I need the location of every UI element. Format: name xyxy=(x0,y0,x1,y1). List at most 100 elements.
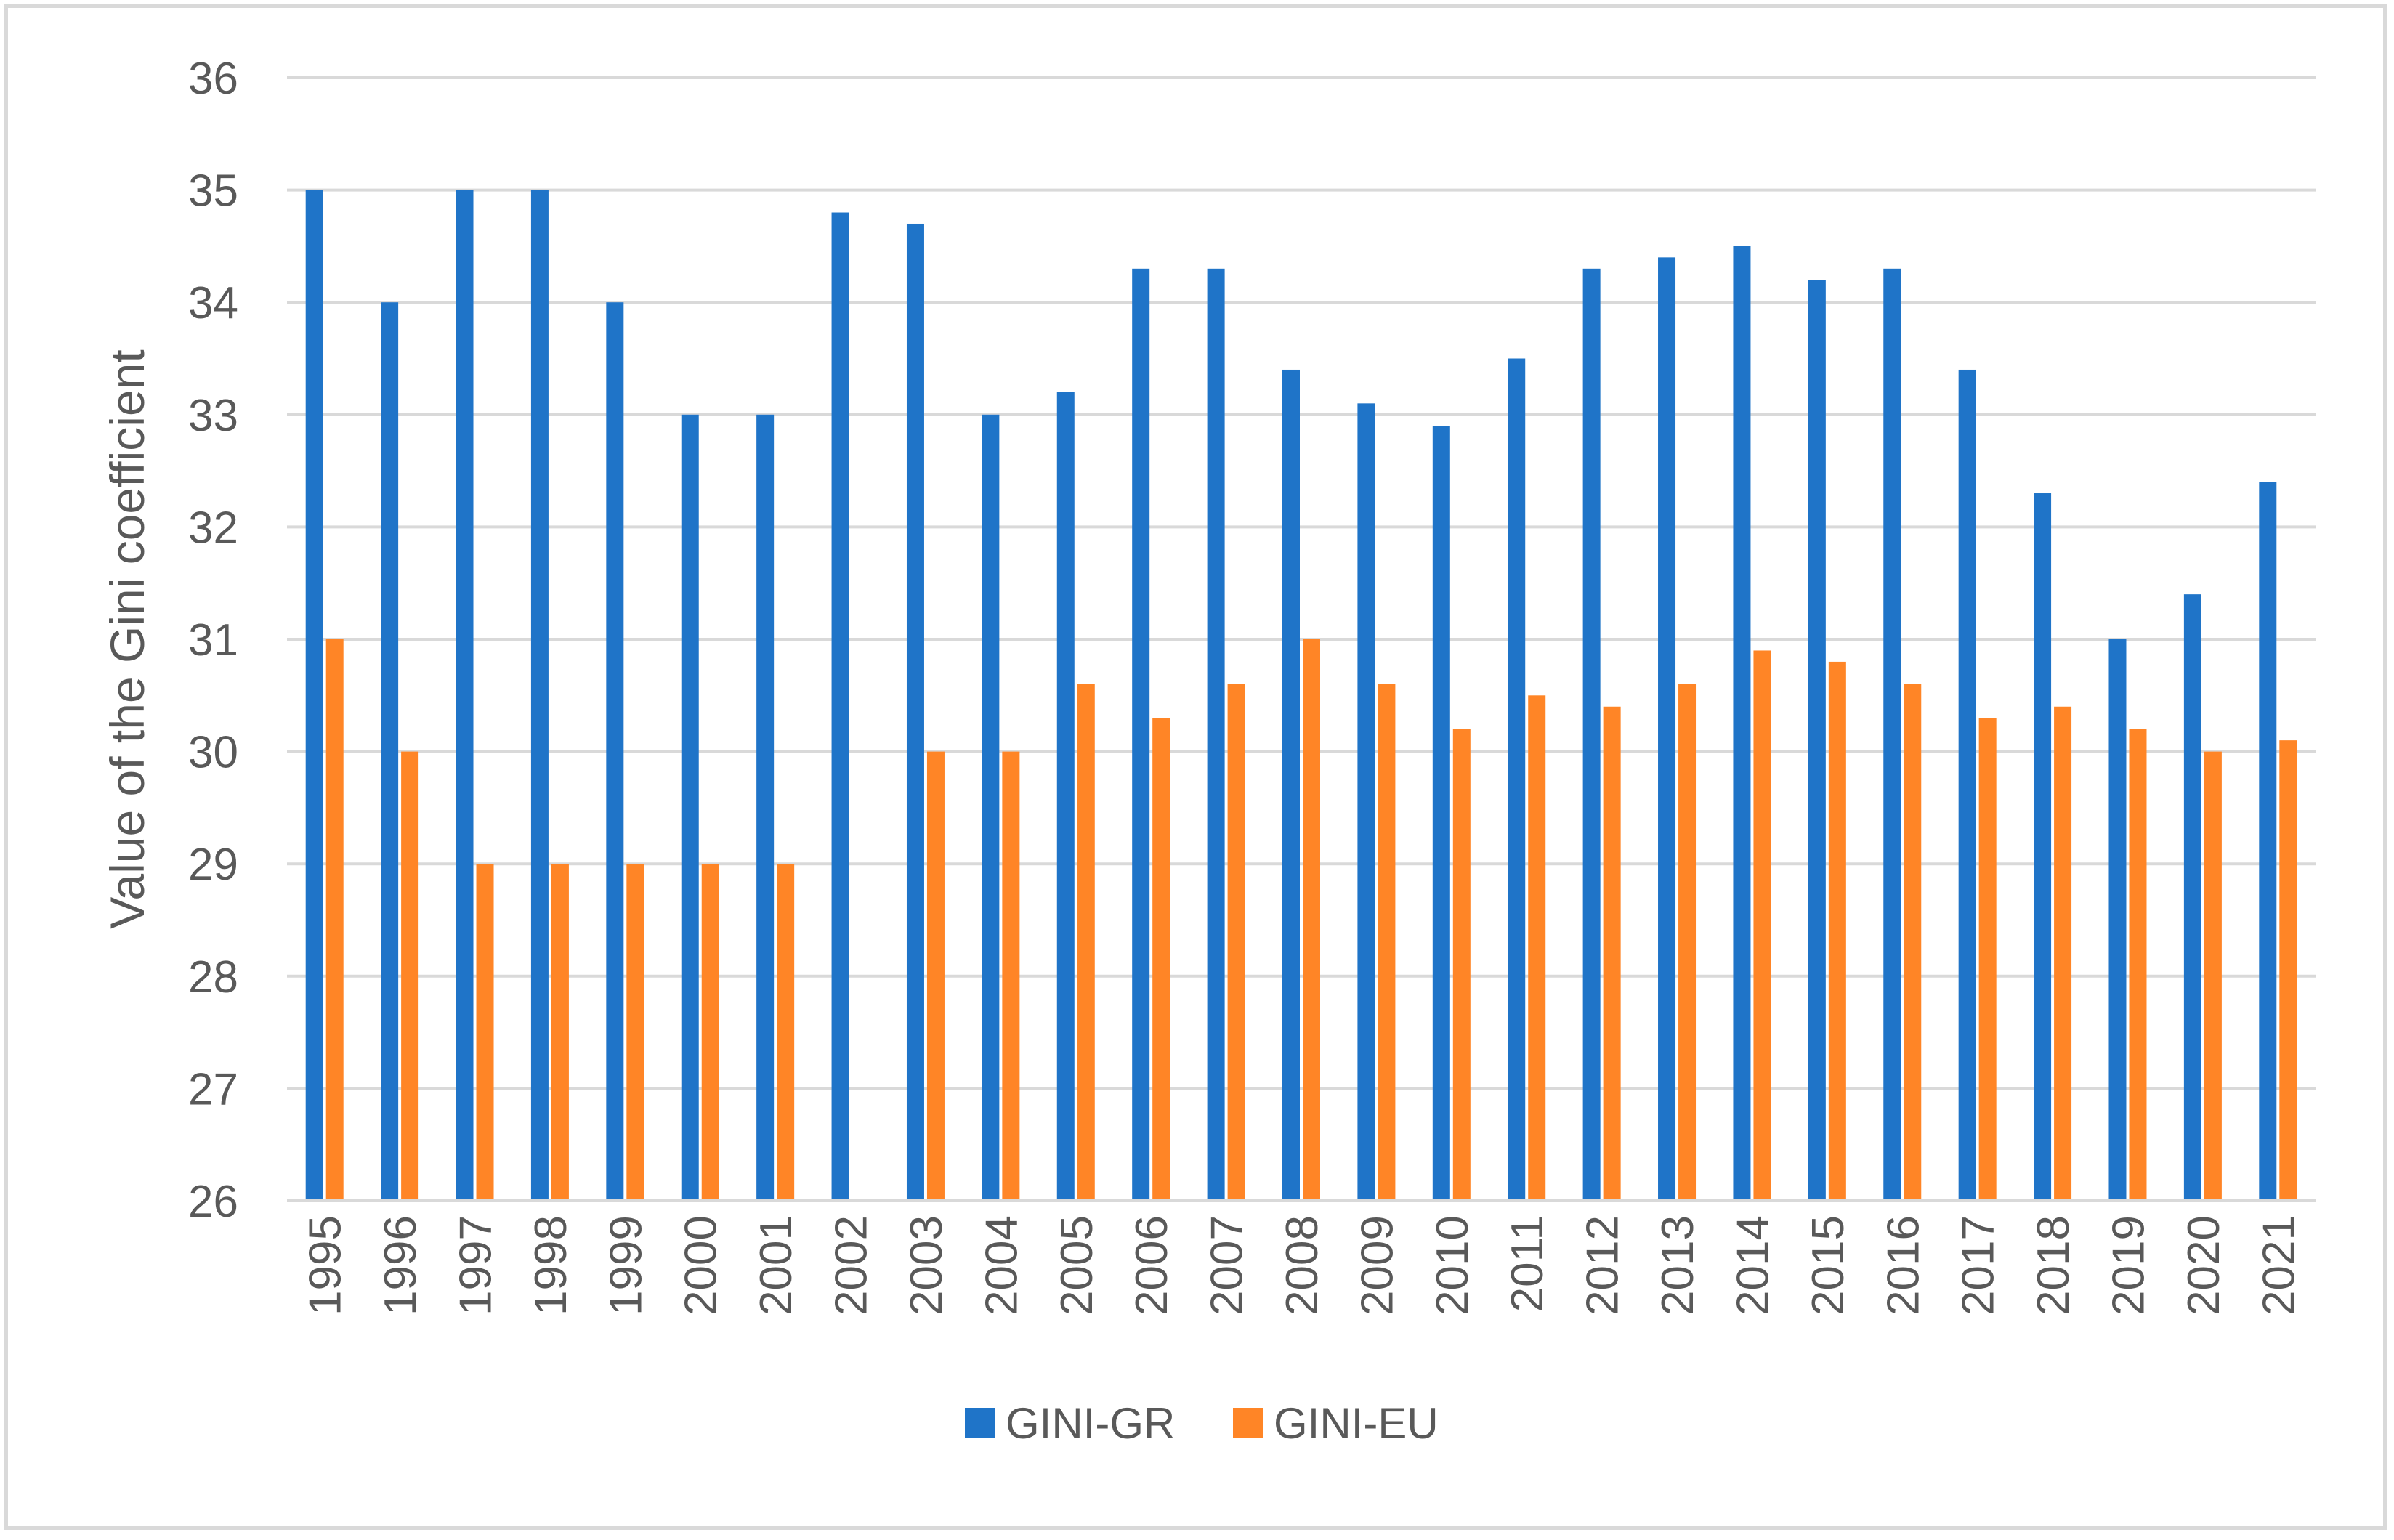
x-tick-label: 2017 xyxy=(1954,1215,2004,1316)
bar-gini-gr-2000 xyxy=(681,414,699,1201)
y-tick-label: 26 xyxy=(188,1177,238,1227)
x-tick-label: 2016 xyxy=(1878,1215,1928,1316)
bar-gini-gr-2020 xyxy=(2183,594,2201,1201)
bar-gini-eu-1999 xyxy=(626,864,644,1201)
bar-gini-eu-1998 xyxy=(551,864,569,1201)
bar-gini-eu-1996 xyxy=(401,751,419,1201)
bar-gini-gr-2021 xyxy=(2259,482,2277,1201)
x-tick-label: 2004 xyxy=(976,1215,1027,1316)
bar-gini-gr-2018 xyxy=(2034,493,2052,1201)
y-tick-label: 34 xyxy=(188,278,238,328)
bar-gini-gr-2010 xyxy=(1432,426,1450,1201)
bar-gini-gr-1995 xyxy=(305,190,323,1201)
x-tick-label: 2010 xyxy=(1428,1215,1478,1316)
legend-label-gini-gr: GINI-GR xyxy=(1006,1399,1175,1448)
x-tick-label: 2002 xyxy=(827,1215,877,1316)
bar-gini-eu-2000 xyxy=(701,864,719,1201)
x-tick-label: 2015 xyxy=(1803,1215,1853,1316)
x-tick-label: 2014 xyxy=(1728,1215,1778,1316)
bar-gini-eu-2009 xyxy=(1378,684,1396,1201)
x-tick-label: 2011 xyxy=(1503,1215,1553,1312)
bar-gini-gr-2019 xyxy=(2108,639,2127,1201)
bar-gini-eu-2021 xyxy=(2279,740,2297,1201)
bar-gini-gr-2006 xyxy=(1132,268,1150,1201)
bar-gini-gr-2005 xyxy=(1056,392,1075,1201)
legend-swatch-gini-gr xyxy=(965,1408,995,1438)
y-tick-label: 29 xyxy=(188,840,238,890)
x-tick-label: 2003 xyxy=(902,1215,952,1316)
bar-gini-gr-2016 xyxy=(1883,268,1901,1201)
bar-gini-gr-2008 xyxy=(1282,369,1300,1201)
bar-gini-eu-2018 xyxy=(2054,706,2072,1201)
bar-gini-eu-2013 xyxy=(1678,684,1697,1201)
bar-gini-gr-2004 xyxy=(982,414,1000,1201)
y-tick-label: 28 xyxy=(188,952,238,1002)
x-tick-label: 2019 xyxy=(2103,1215,2154,1316)
bar-gini-gr-2009 xyxy=(1357,403,1375,1201)
x-tick-label: 2005 xyxy=(1052,1215,1102,1316)
bar-gini-gr-2015 xyxy=(1808,280,1826,1201)
bar-gini-gr-1997 xyxy=(456,190,474,1201)
bar-gini-gr-2002 xyxy=(831,212,849,1201)
bar-gini-eu-2015 xyxy=(1828,661,1846,1201)
y-tick-label: 33 xyxy=(188,391,238,441)
y-tick-label: 31 xyxy=(188,615,238,665)
bar-gini-gr-2001 xyxy=(756,414,775,1201)
x-tick-label: 2012 xyxy=(1578,1215,1628,1316)
x-tick-label: 2000 xyxy=(676,1215,727,1316)
bar-gini-gr-2011 xyxy=(1508,358,1526,1201)
legend-label-gini-eu: GINI-EU xyxy=(1274,1399,1439,1448)
bar-gini-eu-2005 xyxy=(1077,684,1095,1201)
bar-gini-eu-1995 xyxy=(325,639,344,1201)
x-tick-label: 2007 xyxy=(1202,1215,1253,1316)
y-tick-label: 30 xyxy=(188,728,238,778)
bar-gini-gr-2017 xyxy=(1958,369,1976,1201)
bar-gini-eu-2011 xyxy=(1528,695,1546,1201)
legend: GINI-GR GINI-EU xyxy=(965,1399,1439,1448)
bar-gini-gr-2012 xyxy=(1582,268,1601,1201)
bar-gini-eu-2012 xyxy=(1603,706,1621,1201)
y-tick-label: 35 xyxy=(188,166,238,216)
x-tick-labels: 1995 1996 1997 1998 1999 2000 2001 2002 2003 2004… xyxy=(301,1215,2305,1316)
x-tick-label: 2020 xyxy=(2179,1215,2229,1316)
x-tick-label: 2008 xyxy=(1277,1215,1327,1316)
y-axis-title: Value of the Gini coefficient xyxy=(100,349,154,928)
bar-gini-eu-2004 xyxy=(1002,751,1020,1201)
bar-gini-gr-2003 xyxy=(906,223,924,1201)
legend-swatch-gini-eu xyxy=(1233,1408,1263,1438)
bar-gini-eu-2006 xyxy=(1152,718,1170,1201)
bar-gini-eu-2019 xyxy=(2129,729,2147,1201)
bar-gini-eu-2003 xyxy=(926,751,945,1201)
x-tick-label: 2018 xyxy=(2029,1215,2079,1316)
x-tick-label: 1998 xyxy=(526,1215,576,1316)
bar-gini-gr-2014 xyxy=(1733,246,1751,1201)
x-tick-label: 2006 xyxy=(1127,1215,1177,1316)
y-tick-label: 27 xyxy=(188,1064,238,1114)
bar-gini-eu-2007 xyxy=(1227,684,1245,1201)
x-tick-label: 2013 xyxy=(1653,1215,1703,1316)
bar-gini-eu-2001 xyxy=(777,864,795,1201)
gridlines xyxy=(287,76,2316,1090)
bar-gini-eu-2020 xyxy=(2204,751,2222,1201)
y-tick-label: 32 xyxy=(188,503,238,553)
x-tick-label: 2021 xyxy=(2254,1215,2304,1316)
x-tick-label: 1997 xyxy=(451,1215,501,1316)
bar-gini-eu-2010 xyxy=(1452,729,1471,1201)
bars xyxy=(305,190,2297,1201)
x-tick-label: 1996 xyxy=(376,1215,426,1316)
bar-gini-eu-2008 xyxy=(1303,639,1320,1201)
x-tick-label: 1999 xyxy=(601,1215,651,1316)
bar-gini-eu-2017 xyxy=(1978,718,1997,1201)
x-tick-label: 1995 xyxy=(301,1215,351,1316)
bar-gini-gr-2007 xyxy=(1207,268,1225,1201)
bar-gini-eu-2016 xyxy=(1904,684,1922,1201)
bar-gini-gr-2013 xyxy=(1658,257,1676,1201)
x-tick-label: 2009 xyxy=(1352,1215,1402,1316)
bar-gini-eu-2014 xyxy=(1753,650,1771,1201)
y-tick-label: 36 xyxy=(188,54,238,104)
y-tick-labels: 26 27 28 29 30 31 32 33 34 35 36 xyxy=(188,54,238,1227)
bar-gini-gr-1999 xyxy=(606,302,624,1201)
bar-gini-eu-1997 xyxy=(476,864,494,1201)
x-tick-label: 2001 xyxy=(751,1215,801,1316)
